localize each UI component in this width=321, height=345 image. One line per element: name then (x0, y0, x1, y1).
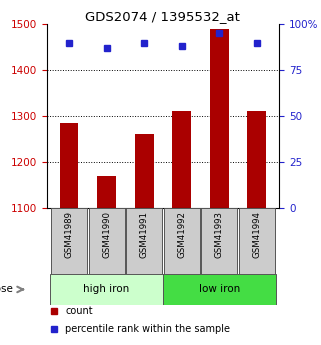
Bar (163, 274, 275, 305)
Text: high iron: high iron (83, 284, 130, 294)
Text: count: count (65, 306, 93, 316)
Bar (89, 208, 125, 274)
Title: GDS2074 / 1395532_at: GDS2074 / 1395532_at (85, 10, 240, 23)
Text: dose: dose (0, 284, 13, 294)
Bar (172, 111, 191, 208)
Text: percentile rank within the sample: percentile rank within the sample (65, 324, 230, 334)
Bar (201, 208, 237, 274)
Text: GSM41991: GSM41991 (140, 211, 149, 258)
Text: GSM41994: GSM41994 (252, 211, 261, 258)
Bar (51, 208, 87, 274)
Bar (50, 274, 163, 305)
Text: GSM41989: GSM41989 (65, 211, 74, 258)
Bar (60, 123, 78, 208)
Bar (97, 176, 116, 208)
Bar (239, 208, 275, 274)
Bar (247, 111, 266, 208)
Text: GSM41990: GSM41990 (102, 211, 111, 258)
Bar (210, 29, 229, 208)
Text: GSM41992: GSM41992 (177, 211, 186, 258)
Bar (135, 134, 153, 208)
Bar (126, 208, 162, 274)
Text: GSM41993: GSM41993 (215, 211, 224, 258)
Text: low iron: low iron (199, 284, 240, 294)
Bar (164, 208, 200, 274)
